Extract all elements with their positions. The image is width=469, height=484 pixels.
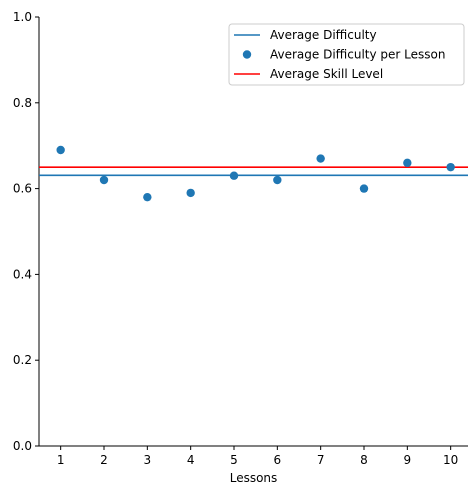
x-tick-label: 9 [404, 453, 412, 467]
scatter-point [143, 192, 152, 202]
scatter-point [273, 175, 282, 185]
x-tick-label: 1 [57, 453, 65, 467]
y-tick-label: 0.8 [13, 96, 32, 110]
legend-frame [228, 23, 465, 86]
legend-label: Average Skill Level [270, 67, 383, 81]
x-tick-label: 8 [360, 453, 368, 467]
x-tick-label: 6 [274, 453, 282, 467]
legend-label: Average Difficulty per Lesson [270, 48, 445, 62]
scatter-point [316, 154, 325, 163]
scatter-points [56, 145, 455, 202]
x-axis: 1 2 3 4 5 6 7 8 9 10 [39, 445, 468, 467]
y-tick-label: 1.0 [13, 10, 32, 24]
y-axis: 0.0 0.2 0.4 0.6 0.8 1.0 [13, 10, 40, 453]
y-tick-label: 0.6 [13, 182, 32, 196]
y-tick-label: 0.4 [13, 267, 32, 281]
scatter-point [446, 162, 455, 172]
scatter-point [403, 158, 412, 168]
scatter-point [99, 175, 109, 185]
legend-label: Average Difficulty [270, 28, 377, 42]
scatter-point [359, 184, 369, 193]
x-tick-label: 7 [317, 453, 325, 467]
x-tick-label: 5 [230, 453, 238, 467]
y-tick-label: 0.0 [13, 439, 32, 453]
legend: Average Difficulty Average Difficulty per… [228, 23, 465, 86]
scatter-point [56, 145, 65, 155]
hlines [39, 166, 468, 177]
x-tick-label: 10 [443, 453, 458, 467]
x-tick-label: 3 [144, 453, 152, 467]
scatter-point [229, 171, 239, 180]
scatter-point [186, 188, 195, 198]
y-tick-label: 0.2 [13, 353, 32, 367]
legend-swatch-marker [242, 50, 252, 59]
x-axis-label: Lessons [230, 471, 278, 484]
x-tick-label: 2 [100, 453, 108, 467]
x-tick-label: 4 [187, 453, 195, 467]
